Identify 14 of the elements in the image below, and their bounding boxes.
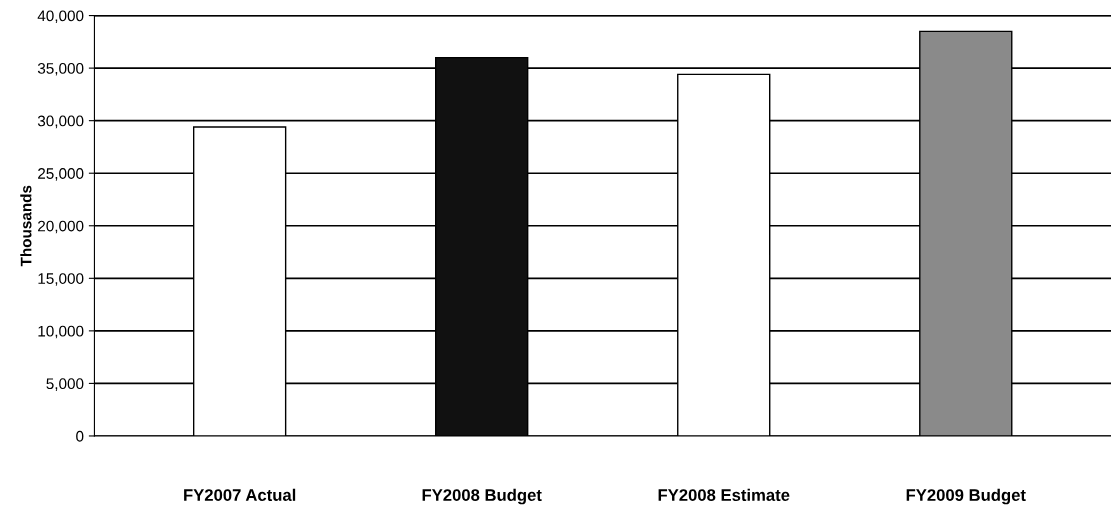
y-tick-label: 5,000: [46, 378, 84, 391]
y-axis-title: Thousands: [20, 185, 32, 267]
y-tick-label: 40,000: [37, 10, 84, 24]
y-tick-label: 35,000: [37, 62, 84, 76]
x-tick-label: FY2007 Actual: [184, 488, 296, 501]
y-tick-label: 15,000: [38, 273, 84, 286]
y-tick-label: 20,000: [38, 220, 84, 234]
x-tick-label: FY2009 Budget: [906, 488, 1026, 505]
y-tick-label: 0: [76, 430, 84, 442]
y-tick-label: 30,000: [37, 115, 84, 129]
y-tick-label: 10,000: [38, 325, 84, 339]
x-tick-label: FY2008 Estimate: [658, 488, 790, 501]
y-tick-label: 25,000: [38, 168, 84, 181]
x-tick-label: FY2008 Budget: [422, 488, 542, 505]
